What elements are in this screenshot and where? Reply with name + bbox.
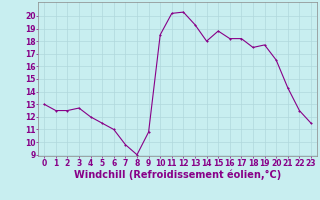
X-axis label: Windchill (Refroidissement éolien,°C): Windchill (Refroidissement éolien,°C) <box>74 169 281 180</box>
